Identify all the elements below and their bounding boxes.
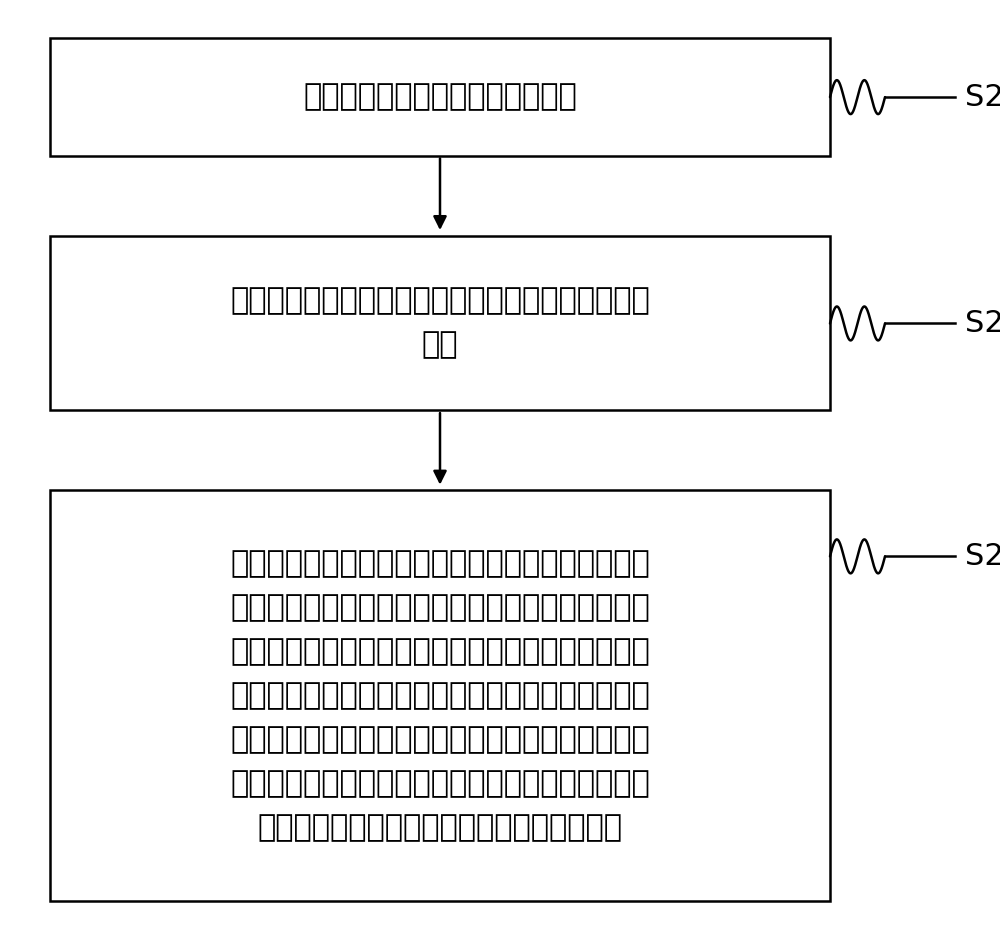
FancyBboxPatch shape — [50, 236, 830, 410]
Text: 对所述待烧结太阳能电池进行烧结，在所述烧结的过
程中，所述待烧结太阳能电池保持正面向上放置在水
平平面上，并对所述待烧结太阳能电池的正面施加气
流，使所述气流在: 对所述待烧结太阳能电池进行烧结，在所述烧结的过 程中，所述待烧结太阳能电池保持正… — [230, 549, 650, 842]
Text: S201: S201 — [965, 83, 1000, 111]
FancyBboxPatch shape — [50, 490, 830, 901]
Text: S202: S202 — [965, 309, 1000, 338]
Text: 对基体依次进行制绒、扩散及刻蚀: 对基体依次进行制绒、扩散及刻蚀 — [303, 82, 577, 111]
Text: S203: S203 — [965, 542, 1000, 571]
Text: 在经过刻蚀的基体表面印刷浆料，得到待烧结太阳能
电池: 在经过刻蚀的基体表面印刷浆料，得到待烧结太阳能 电池 — [230, 287, 650, 359]
FancyBboxPatch shape — [50, 38, 830, 156]
